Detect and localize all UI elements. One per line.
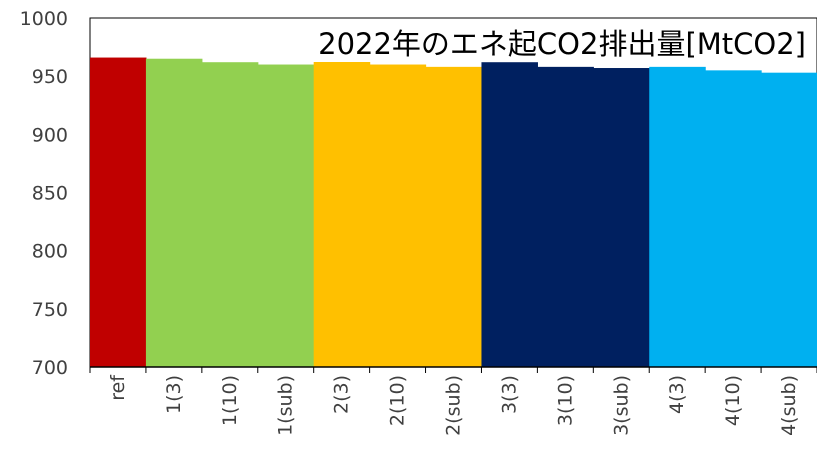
x-tick-label: 2(3)	[331, 375, 353, 414]
bar-1(10)	[201, 62, 259, 368]
bar-3(sub)	[593, 68, 650, 368]
bar-4(10)	[705, 70, 762, 367]
y-axis: 700 750 800 850 900 950 1000	[20, 8, 68, 379]
x-tick-label: 4(sub)	[778, 375, 800, 436]
x-tick-label: 1(3)	[163, 375, 185, 414]
x-tick-label: 3(3)	[498, 375, 520, 414]
y-tick-label: 1000	[20, 8, 68, 30]
y-tick-label: 950	[32, 66, 68, 88]
bar-4(sub)	[761, 72, 817, 368]
x-tick-label: 2(10)	[387, 375, 409, 426]
bar-ref	[90, 57, 147, 368]
bars-layer	[90, 57, 817, 368]
x-tick-label: 4(3)	[666, 375, 688, 414]
x-tick-label: ref	[107, 374, 129, 401]
x-tick-label: 1(10)	[219, 375, 241, 426]
y-tick-label: 750	[32, 299, 68, 321]
title-box	[232, 20, 813, 62]
x-tick-label: 3(sub)	[610, 375, 632, 436]
x-tick-label: 4(10)	[722, 375, 744, 426]
x-tick-label: 1(sub)	[275, 375, 297, 436]
bar-3(3)	[481, 62, 538, 368]
x-axis: ref 1(3) 1(10) 1(sub) 2(3) 2(10) 2(sub) 3(3) 3(1…	[89, 366, 817, 436]
bar-3(10)	[537, 66, 594, 368]
bar-1(sub)	[257, 64, 315, 367]
chart-title: 2022年のエネ起CO2排出量[MtCO2]	[318, 27, 806, 61]
bar-1(3)	[145, 58, 203, 367]
y-tick-label: 850	[32, 183, 68, 205]
x-tick-label: 2(sub)	[443, 375, 465, 436]
x-tick-label: 3(10)	[554, 375, 576, 426]
bar-4(3)	[649, 66, 706, 368]
y-tick-label: 800	[32, 241, 68, 263]
bar-2(3)	[313, 59, 371, 367]
y-tick-label: 900	[32, 124, 68, 146]
bar-2(10)	[369, 64, 427, 367]
y-tick-label: 700	[32, 357, 68, 379]
bar-2(sub)	[425, 66, 483, 368]
